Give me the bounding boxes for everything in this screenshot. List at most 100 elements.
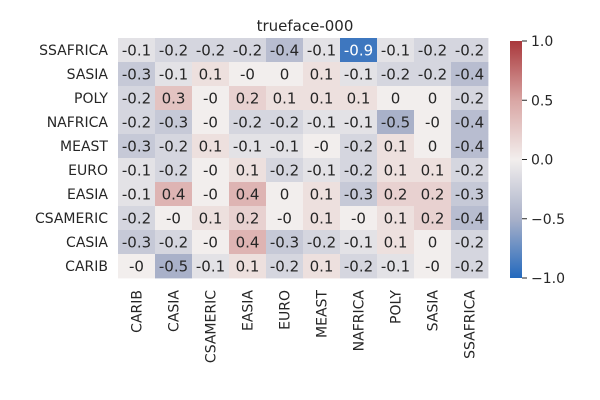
heatmap-cell [414,158,452,183]
cell-value-label: -0.2 [344,258,373,276]
heatmap-cell [451,182,489,207]
heatmap-cell [266,86,304,111]
cell-value-label: 0.1 [384,138,408,156]
cell-value-label: 0 [428,234,438,252]
heatmap-cell [266,38,304,63]
heatmap-cell [414,110,452,135]
cell-value-label: -0.2 [344,138,373,156]
column-tick-label: SASIA [426,290,442,332]
cell-value-label: 0.1 [347,90,371,108]
colorbar-tick-label: −1.0 [531,271,565,287]
heatmap-cell [192,158,230,183]
heatmap-cell [192,206,230,231]
colorbar-tick-label: 1.0 [531,34,553,50]
cell-value-label: -0.5 [159,258,188,276]
heatmap-cell [303,38,341,63]
heatmap-cell [451,254,489,279]
heatmap-cell [340,62,378,87]
row-tick-label: CARIB [65,259,108,275]
cell-value-label: -0 [203,162,218,180]
colorbar-tick-label: −0.5 [531,212,565,228]
cell-value-label: 0.1 [384,234,408,252]
cell-value-label: -0 [240,66,255,84]
heatmap-cell [229,206,267,231]
cell-value-label: -0.1 [307,162,336,180]
cell-value-label: 0.3 [162,90,186,108]
row-tick-label: NAFRICA [47,115,109,131]
heatmap-cell [229,62,267,87]
heatmap-cell [377,38,415,63]
heatmap-cell [192,62,230,87]
heatmap-cell [303,62,341,87]
heatmap-cell [155,86,193,111]
heatmap-cell [118,86,156,111]
row-tick-label: CASIA [66,235,108,251]
column-tick-label: EASIA [241,290,257,331]
cell-value-label: -0.3 [455,186,484,204]
heatmap-cell [451,110,489,135]
chart-title: trueface-000 [257,17,354,35]
heatmap-cell [414,230,452,255]
cell-value-label: 0.1 [421,162,445,180]
heatmap-cell [414,86,452,111]
cell-value-label: -0.1 [344,234,373,252]
cell-value-label: 0.1 [310,66,334,84]
column-labels: CARIB CASIA CSAMERIC EASIA EURO MEAST NAFRICA P… [130,290,479,363]
heatmap-cell [266,206,304,231]
heatmap-cell [266,182,304,207]
heatmap-cell [377,86,415,111]
heatmap-cell [340,110,378,135]
cell-value-label: -0.1 [159,66,188,84]
cell-value-label: -0 [425,258,440,276]
cell-value-label: -0.1 [344,66,373,84]
cell-value-label: -0.4 [455,114,484,132]
heatmap-cell [377,182,415,207]
cell-value-label: 0.2 [384,186,408,204]
cell-value-label: -0.2 [233,114,262,132]
cell-value-label: 0.1 [236,258,260,276]
cell-value-label: -0.2 [122,210,151,228]
heatmap-cell [451,206,489,231]
heatmap-cell [118,254,156,279]
heatmap-cell [155,134,193,159]
heatmap-cell [118,62,156,87]
cell-value-label: -0 [425,114,440,132]
heatmap-cell [303,86,341,111]
cell-value-label: -0 [203,90,218,108]
heatmap-cell [118,110,156,135]
heatmap-cell [192,86,230,111]
heatmap-cell [229,182,267,207]
cell-value-label: 0.1 [384,210,408,228]
cell-value-label: -0.1 [381,258,410,276]
cell-value-label: 0.4 [162,186,186,204]
cell-value-label: -0.2 [159,138,188,156]
heatmap-cell [414,62,452,87]
cell-value-label: -0.4 [455,210,484,228]
heatmap-cell [155,206,193,231]
heatmap-cell [377,254,415,279]
row-tick-label: EURO [68,163,108,179]
row-tick-label: EASIA [67,187,108,203]
cell-value-label: -0.1 [122,162,151,180]
column-tick-label: CARIB [130,290,146,333]
cell-value-label: -0.1 [307,42,336,60]
cell-value-label: 0.1 [310,90,334,108]
heatmap-cell [414,134,452,159]
heatmap-cell [451,86,489,111]
cell-value-label: -0.5 [381,114,410,132]
heatmap-cell [303,110,341,135]
cell-value-label: -0.1 [270,138,299,156]
heatmap-cell [118,134,156,159]
heatmap-cell [118,230,156,255]
heatmap-cell [118,158,156,183]
cell-value-label: -0.1 [344,114,373,132]
column-tick-label: EURO [278,290,294,330]
cell-value-label: -0.2 [455,42,484,60]
heatmap-cell [377,158,415,183]
row-tick-label: POLY [74,91,108,107]
heatmap-cell [192,182,230,207]
row-labels: SSAFRICA SASIA POLY NAFRICA MEAST EURO EASIA CS… [35,43,108,275]
cell-value-label: -0.2 [418,42,447,60]
heatmap-cell [192,134,230,159]
heatmap-cell [192,38,230,63]
